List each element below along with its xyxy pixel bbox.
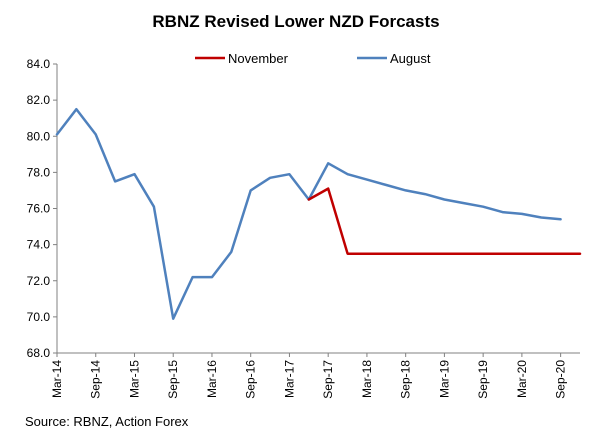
x-tick-label: Mar-15 xyxy=(127,360,141,398)
series-lines xyxy=(55,107,582,320)
x-tick-label: Mar-17 xyxy=(282,360,296,398)
x-tick-label: Sep-17 xyxy=(321,360,335,399)
y-tick-label: 80.0 xyxy=(27,129,51,143)
y-tick-label: 68.0 xyxy=(27,346,51,360)
y-tick-label: 84.0 xyxy=(27,57,51,71)
legend-label-november: November xyxy=(228,51,289,66)
x-tick-label: Sep-16 xyxy=(244,360,258,399)
x-tick-label: Sep-14 xyxy=(89,360,103,399)
x-tick-label: Sep-19 xyxy=(476,360,490,399)
source-note: Source: RBNZ, Action Forex xyxy=(25,414,189,429)
x-tick-label: Mar-19 xyxy=(437,360,451,398)
x-tick-label: Mar-20 xyxy=(515,360,529,398)
chart-title: RBNZ Revised Lower NZD Forcasts xyxy=(152,12,439,31)
y-tick-label: 76.0 xyxy=(27,202,51,216)
x-tick-label: Sep-15 xyxy=(166,360,180,399)
x-tick-label: Mar-16 xyxy=(205,360,219,398)
y-axis: 84.0 82.0 80.0 78.0 76.0 74.0 72.0 70.0 68.0 xyxy=(27,57,58,360)
x-axis: Mar-14 Sep-14 Mar-15 Sep-15 Mar-16 Sep-16 Mar-… xyxy=(50,352,580,399)
x-tick-label: Sep-20 xyxy=(554,360,568,399)
x-tick-label: Mar-18 xyxy=(360,360,374,398)
y-tick-label: 72.0 xyxy=(27,274,51,288)
legend-label-august: August xyxy=(390,51,431,66)
y-tick-label: 82.0 xyxy=(27,93,51,107)
y-tick-label: 70.0 xyxy=(27,310,51,324)
series-line-november xyxy=(307,187,582,255)
series-line-august xyxy=(55,107,562,320)
legend: November August xyxy=(195,51,431,66)
x-tick-label: Mar-14 xyxy=(50,360,64,398)
x-tick-label: Sep-18 xyxy=(399,360,413,399)
y-tick-label: 74.0 xyxy=(27,238,51,252)
y-tick-label: 78.0 xyxy=(27,165,51,179)
